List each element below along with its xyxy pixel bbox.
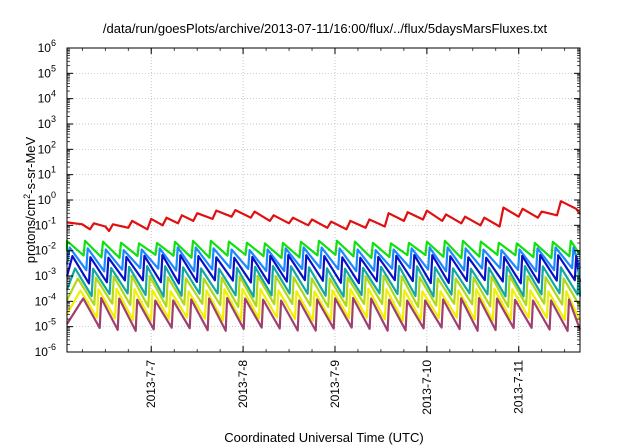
y-tick-label: 10-3: [35, 266, 56, 283]
x-tick-label: 2013-7-11: [512, 360, 526, 414]
series-line-4: [65, 254, 582, 285]
y-tick-label: 100: [38, 190, 56, 207]
y-tick-label: 104: [38, 89, 56, 106]
axis-ticks: [67, 47, 580, 353]
series-line-3: [65, 246, 582, 273]
y-tick-label: 106: [38, 38, 56, 55]
series-line-8: [66, 297, 582, 332]
y-tick-label: 105: [38, 63, 56, 80]
y-tick-label: 10-6: [35, 342, 56, 359]
series-line-2: [65, 239, 581, 260]
y-axis-label: protons/cm2-s-sr-MeV: [22, 136, 38, 263]
y-axis-label-prefix: protons/cm: [23, 199, 38, 263]
y-tick-label: 101: [38, 165, 56, 182]
x-tick-label: 2013-7-9: [328, 360, 342, 408]
series-line-1: [66, 200, 581, 233]
y-tick-label: 103: [38, 114, 56, 131]
y-axis-label-sup: 2: [22, 194, 32, 199]
series-layer: [65, 200, 582, 332]
y-tick-label: 102: [38, 139, 56, 156]
x-tick-labels: 2013-7-7 2013-7-8 2013-7-9 2013-7-10 2013-7-…: [144, 360, 526, 415]
x-axis-label: Coordinated Universal Time (UTC): [224, 430, 423, 445]
series-line-5: [65, 265, 582, 298]
y-tick-label: 10-2: [35, 241, 56, 258]
series-line-6: [66, 274, 581, 309]
x-tick-label: 2013-7-10: [420, 360, 434, 415]
y-tick-label: 10-5: [35, 317, 56, 334]
y-axis-label-suffix: -s-sr-MeV: [23, 136, 38, 193]
y-tick-label: 10-1: [35, 215, 56, 232]
y-tick-labels: 10-6 10-5 10-4 10-3 10-2 10-1 100 101 102 103 104 1…: [35, 38, 56, 359]
series-line-7: [66, 287, 581, 322]
y-tick-label: 10-4: [35, 291, 56, 308]
x-tick-label: 2013-7-7: [144, 360, 158, 408]
chart-title: /data/run/goesPlots/archive/2013-07-11/1…: [103, 21, 548, 36]
x-tick-label: 2013-7-8: [236, 360, 250, 408]
